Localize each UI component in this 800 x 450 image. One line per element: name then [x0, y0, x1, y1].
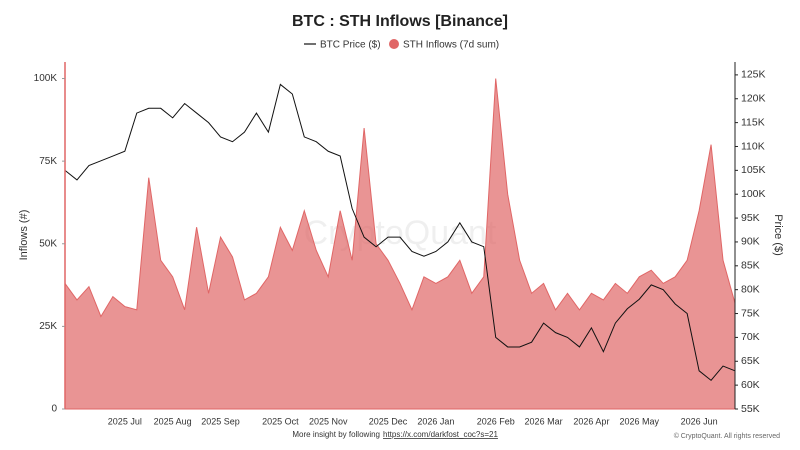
y2-tick-label: 60K: [741, 379, 760, 391]
y2-tick-label: 100K: [741, 188, 766, 200]
y-tick-label: 50K: [39, 238, 57, 249]
x-tick-label: 2026 Jun: [681, 416, 718, 426]
legend-label: BTC Price ($): [320, 40, 381, 51]
x-tick-label: 2025 Jul: [108, 416, 142, 426]
x-tick-label: 2025 Dec: [369, 416, 408, 426]
y2-tick-label: 110K: [741, 140, 765, 152]
footer-link[interactable]: https://x.com/darkfost_coc?s=21: [383, 430, 498, 439]
y2-tick-label: 115K: [741, 116, 765, 128]
x-tick-label: 2026 Jan: [417, 416, 454, 426]
y2-tick-label: 80K: [741, 283, 760, 295]
watermark: CryptoQuant: [304, 214, 497, 252]
y-tick-label: 25K: [39, 321, 57, 332]
y2-axis-title: Price ($): [772, 214, 784, 256]
chart-title: BTC : STH Inflows [Binance]: [292, 13, 508, 30]
x-tick-label: 2025 Nov: [309, 416, 348, 426]
y-axis-title: Inflows (#): [18, 210, 30, 261]
y2-tick-label: 85K: [741, 260, 760, 272]
y2-tick-label: 70K: [741, 331, 760, 343]
y-tick-label: 0: [51, 404, 57, 415]
legend-label: STH Inflows (7d sum): [403, 40, 499, 51]
y2-tick-label: 105K: [741, 164, 766, 176]
x-tick-label: 2026 Apr: [573, 416, 609, 426]
y2-tick-label: 55K: [741, 403, 760, 415]
y-tick-label: 75K: [39, 156, 57, 167]
x-tick-label: 2025 Sep: [201, 416, 240, 426]
y2-tick-label: 90K: [741, 236, 760, 248]
y-tick-label: 100K: [34, 73, 58, 84]
x-tick-label: 2025 Oct: [262, 416, 299, 426]
credit: © CryptoQuant. All rights reserved: [674, 432, 780, 440]
y2-tick-label: 95K: [741, 212, 760, 224]
x-tick-label: 2026 Feb: [477, 416, 515, 426]
y2-tick-label: 125K: [741, 69, 766, 81]
y2-tick-label: 65K: [741, 355, 760, 367]
x-tick-label: 2026 Mar: [525, 416, 563, 426]
legend-marker: [389, 39, 399, 49]
price-line: [64, 83, 736, 382]
inflow-area: [64, 78, 736, 410]
x-tick-label: 2025 Aug: [154, 416, 192, 426]
y2-tick-label: 120K: [741, 93, 766, 105]
x-tick-label: 2026 May: [620, 416, 660, 426]
footer-note: More insight by following: [292, 430, 380, 439]
y2-tick-label: 75K: [741, 307, 760, 319]
